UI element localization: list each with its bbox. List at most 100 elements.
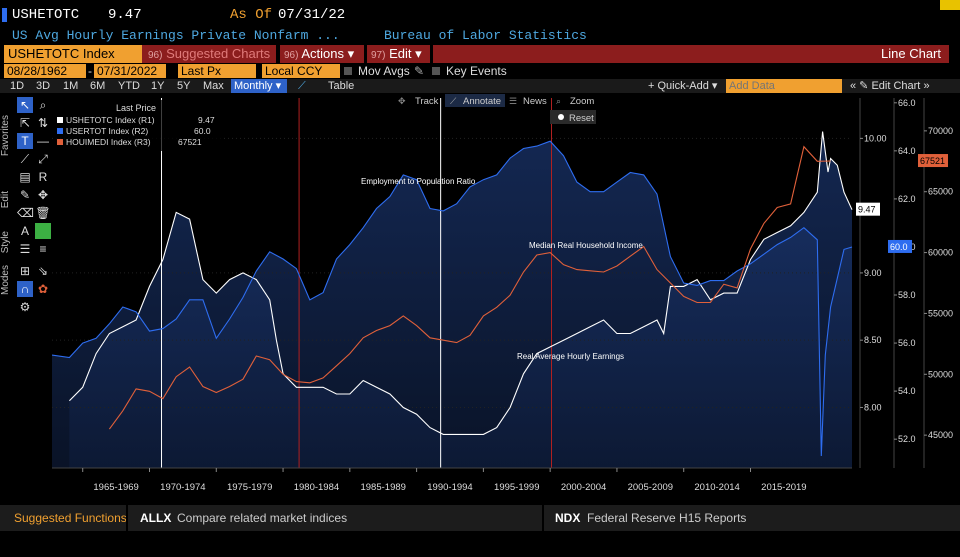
mov-avgs-checkbox[interactable] [344,67,352,75]
suggested-num: 96) [148,50,163,61]
range-6m[interactable]: 6M [90,80,106,92]
series-line-usertot[interactable] [51,140,853,457]
annotate-button[interactable]: Annotate [463,96,501,107]
chevron-down-icon: ▾ [347,46,355,61]
annotation-household-income[interactable]: Median Real Household Income [529,241,643,250]
legend-swatch [57,128,63,134]
scale-icon[interactable]: ⇅ [37,116,49,130]
chart-icon[interactable]: ⟋ [298,80,306,92]
security-description: US Avg Hourly Earnings Private Nonfarm .… [12,28,340,43]
suggested-charts-button[interactable]: 96) Suggested Charts [142,45,276,63]
last-value: 9.47 [108,7,142,23]
window-handle[interactable] [940,0,960,10]
parameters-row: 08/28/1962 - 07/31/2022 Last Px Local CC… [0,63,960,79]
range-5y[interactable]: 5Y [177,80,191,92]
select-mode-icon[interactable]: ⊞ [19,264,31,278]
pencil-icon[interactable]: ✎ [19,188,31,202]
ndx-function-code[interactable]: NDX [555,511,581,525]
ray-icon[interactable]: ⤢ [38,152,48,166]
chevron-down-icon: ▾ [275,80,282,92]
range-1d[interactable]: 1D [10,80,25,92]
magnet-icon[interactable]: ∩ [17,281,33,297]
annotate-icon: ⟋ [450,96,457,106]
suggested-functions-label: Suggested Functions [14,511,127,525]
line-style-icon[interactable]: ☰ [19,242,31,256]
trash-icon[interactable]: 🗑 [35,206,51,220]
x-tick-label: 1990-1994 [427,482,472,493]
end-date-field[interactable]: 07/31/2022 [94,64,166,78]
security-input[interactable]: USHETOTC Index [4,45,142,63]
allx-function-code[interactable]: ALLX [140,511,172,525]
cursor-icon[interactable]: ↖ [17,97,33,113]
x-tick-label: 1995-1999 [494,482,539,493]
tab-edit[interactable]: Edit [0,191,11,209]
tab-style[interactable]: Style [0,231,11,254]
horizontal-line-icon[interactable]: — [37,134,49,148]
edit-chart-button[interactable]: « ✎ Edit Chart » [850,80,930,92]
text-tool-icon[interactable]: T [17,133,33,149]
annotate-highlight [445,94,505,107]
zoom-button[interactable]: Zoom [570,96,594,107]
chart-area[interactable]: 8.00 8.50 9.00 10.00 52.0 54.0 56.0 58.0 60.0 62.… [51,93,960,503]
actions-menu[interactable]: 96) Actions ▾ [280,45,364,63]
axis-tick-label: 8.50 [864,335,882,345]
zoom-icon[interactable]: ⌕ [39,98,47,112]
table-button[interactable]: Table [328,80,355,92]
range-3d[interactable]: 3D [36,80,51,92]
chart-legend[interactable]: Last Price USHETOTC Index (R1) 9.47 USER… [54,100,224,151]
legend-title: Last Price [116,103,156,113]
x-tick-label: 1965-1969 [93,482,138,493]
axis-tick-label: 8.00 [864,402,882,412]
drag-mode-icon[interactable]: ⇘ [37,264,49,278]
currency-value: Local CCY [265,64,323,78]
range-1y[interactable]: 1Y [151,80,165,92]
range-ytd[interactable]: YTD [118,80,140,92]
currency-select[interactable]: Local CCY [262,64,340,78]
pencil-icon[interactable]: ✎ [414,64,425,78]
gear-icon[interactable]: ⚙ [19,300,31,314]
start-date-field[interactable]: 08/28/1962 [4,64,86,78]
quick-add-button[interactable]: + Quick-Add ▾ [648,80,718,92]
asof-label: As Of [230,7,273,23]
track-button[interactable]: Track [415,96,439,107]
axis-tick-label: 9.00 [864,268,882,278]
news-button[interactable]: News [523,96,547,107]
line-chart[interactable]: 8.00 8.50 9.00 10.00 52.0 54.0 56.0 58.0 60.0 62.… [51,93,960,503]
ticker-label[interactable]: USHETOTC [12,7,80,23]
axis-tick-label: 64.0 [898,146,916,156]
edit-menu[interactable]: 97) Edit ▾ [367,45,430,63]
legend-swatch [57,117,63,123]
eraser-icon[interactable]: ⌫ [17,206,34,220]
range-max[interactable]: Max [203,80,224,92]
tab-modes[interactable]: Modes [0,265,11,296]
frequency-select[interactable]: Monthly ▾ [231,79,287,93]
move-icon[interactable]: ✥ [37,188,49,202]
zoom-icon: ⌕ [556,96,561,106]
axis-tick-label: 54.0 [898,386,916,396]
range-1m[interactable]: 1M [63,80,79,92]
trend-line-icon[interactable]: ⟋ [20,152,30,166]
reset-button[interactable] [550,110,596,124]
color-swatch-icon[interactable] [35,223,51,239]
legend-value: 67521 [178,137,202,147]
price-field-select[interactable]: Last Px [178,64,256,78]
annotation-employment[interactable]: Employment to Population Ratio [361,177,476,186]
series-line-ushetotc[interactable] [69,131,853,435]
key-events-checkbox[interactable] [432,67,440,75]
allx-function-description[interactable]: Compare related market indices [177,511,348,525]
font-icon[interactable]: A [20,224,29,238]
tab-favorites[interactable]: Favorites [0,115,11,157]
ndx-function-description[interactable]: Federal Reserve H15 Reports [587,511,747,525]
channel-icon[interactable]: ▤ [19,170,31,184]
series-line-houimedi[interactable] [108,145,831,430]
line-weight-icon[interactable]: ≡ [39,242,47,256]
edit-num: 97) [371,50,386,61]
chevron-right-icon: » [923,80,930,92]
x-tick-label: 2000-2004 [561,482,606,493]
annotation-hourly-earnings[interactable]: Real Average Hourly Earnings [517,352,624,361]
add-data-input[interactable] [726,79,842,93]
axis-tick-label: 65000 [928,187,953,197]
crosshair-icon[interactable]: ⇱ [19,116,31,130]
regression-icon[interactable]: R [38,170,48,184]
palette-icon[interactable]: ✿ [37,282,49,296]
